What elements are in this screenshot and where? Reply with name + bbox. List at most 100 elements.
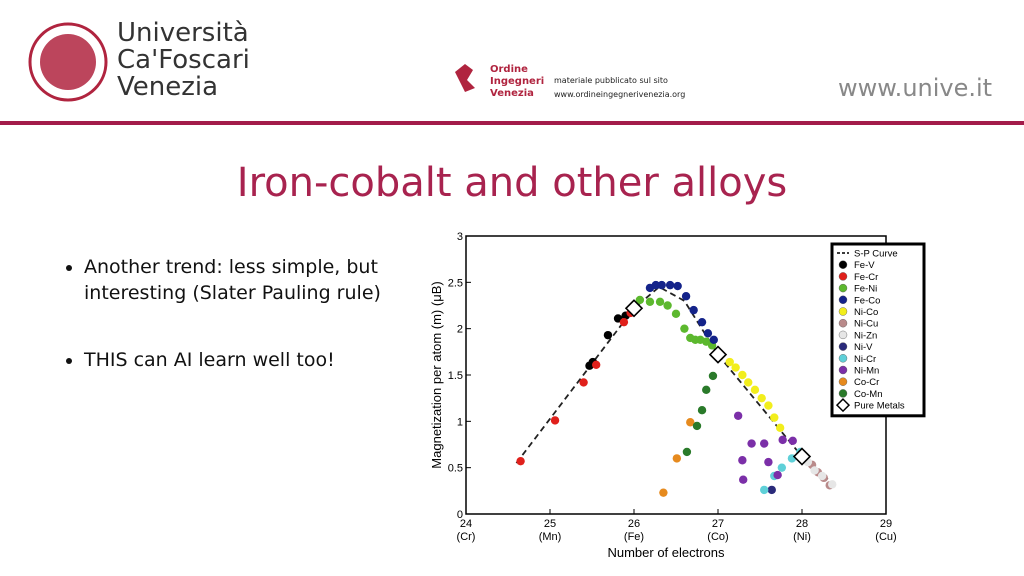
data-point <box>619 317 629 327</box>
data-point <box>673 281 682 291</box>
data-point <box>671 309 681 319</box>
bullet: THIS can AI learn well too! <box>84 348 404 374</box>
note-line: www.ordineingegnerivenezia.org <box>554 90 686 99</box>
legend-label: Ni-V <box>854 342 873 353</box>
data-point <box>810 466 819 475</box>
x-tick-label: 25 <box>544 518 556 530</box>
x-tick-sublabel: (Cr) <box>457 531 476 543</box>
data-point <box>592 360 601 370</box>
data-point <box>635 295 645 305</box>
slide-title: Iron-cobalt and other alloys <box>236 160 788 206</box>
data-point <box>738 370 747 380</box>
y-tick-label: 2.5 <box>448 277 463 289</box>
data-point <box>750 385 760 395</box>
data-point <box>709 335 718 344</box>
data-point <box>764 457 773 467</box>
data-point <box>739 475 748 484</box>
data-point <box>651 280 661 290</box>
x-tick-label: 26 <box>628 518 640 530</box>
data-point <box>725 357 734 367</box>
data-point <box>703 329 713 338</box>
y-tick-label: 3 <box>457 231 463 243</box>
x-tick-sublabel: (Fe) <box>624 531 644 543</box>
legend-swatch <box>838 365 848 375</box>
data-point <box>663 301 672 310</box>
bullet-list: Another trend: less simple, but interest… <box>50 255 404 416</box>
pure-metal <box>792 447 812 466</box>
ordine-name: Ordine Ingegneri Venezia <box>490 64 544 100</box>
data-point <box>655 297 665 306</box>
publication-note: materiale pubblicato sul sito www.ordine… <box>554 74 685 102</box>
data-point <box>767 485 776 495</box>
university-line: Ca'Foscari <box>117 45 250 75</box>
data-point <box>828 480 837 489</box>
y-tick-label: 1.5 <box>448 370 463 382</box>
legend-box <box>830 242 926 418</box>
legend-label: Co-Cr <box>854 377 879 388</box>
university-name: Università Ca'Foscari Venezia <box>117 20 250 101</box>
data-point <box>817 471 827 481</box>
university-line: Venezia <box>117 72 219 102</box>
legend-label: S-P Curve <box>854 249 898 260</box>
data-point <box>603 330 613 340</box>
data-point <box>697 317 707 327</box>
legend-swatch <box>838 307 848 316</box>
legend-swatch <box>838 295 848 304</box>
x-tick-sublabel: (Co) <box>707 531 728 543</box>
x-tick-label: 28 <box>796 518 808 530</box>
data-point <box>744 378 753 387</box>
x-tick-label: 27 <box>712 518 724 530</box>
y-tick-label: 0 <box>457 509 463 521</box>
legend-label: Co-Mn <box>854 389 883 400</box>
y-axis-label: Magnetization per atom (m) (μB) <box>429 281 444 468</box>
note-line: materiale pubblicato sul sito <box>554 76 668 85</box>
legend-swatch <box>838 389 848 398</box>
legend-swatch <box>838 272 848 281</box>
data-point <box>665 280 675 290</box>
legend: S-P CurveFe-VFe-CrFe-NiFe-CoNi-CoNi-CuNi… <box>830 242 926 418</box>
legend-swatch <box>838 283 848 293</box>
data-point <box>708 371 718 381</box>
x-tick-sublabel: (Cu) <box>875 531 896 543</box>
legend-label: Fe-Cr <box>854 272 878 283</box>
pure-metal <box>624 299 644 318</box>
data-point <box>550 416 560 425</box>
y-tick-label: 1 <box>457 416 463 428</box>
ordine-line: Ingegneri <box>490 76 545 87</box>
data-point <box>681 292 691 301</box>
data-point <box>777 463 787 472</box>
legend-swatch <box>835 398 851 413</box>
data-point <box>682 447 692 457</box>
legend-label: Ni-Cr <box>854 354 876 365</box>
data-point <box>760 485 769 495</box>
legend-swatch <box>838 330 848 340</box>
legend-swatch <box>838 342 848 351</box>
data-point <box>731 363 740 372</box>
header-rule <box>0 121 1024 125</box>
university-line: Università <box>117 18 249 48</box>
data-point <box>764 401 773 410</box>
data-point <box>747 439 756 448</box>
legend-label: Ni-Zn <box>854 330 877 341</box>
data-point <box>778 435 787 445</box>
data-point <box>788 436 797 445</box>
data-point <box>645 297 655 306</box>
legend-swatch <box>838 354 848 363</box>
x-tick-label: 29 <box>880 518 892 530</box>
website: www.unive.it <box>838 74 993 102</box>
y-tick-label: 0.5 <box>448 463 463 475</box>
legend-swatch <box>838 260 848 269</box>
data-point <box>738 456 747 465</box>
data-point <box>757 393 766 403</box>
legend-swatch <box>838 319 848 328</box>
data-point <box>692 421 702 431</box>
x-tick-sublabel: (Ni) <box>793 531 811 543</box>
ordine-logo <box>455 64 475 92</box>
x-tick-sublabel: (Mn) <box>539 531 562 543</box>
data-point <box>760 439 769 448</box>
data-point <box>585 361 594 370</box>
data-point <box>516 456 525 466</box>
legend-label: Ni-Mn <box>854 366 879 377</box>
legend-swatch <box>838 377 848 386</box>
